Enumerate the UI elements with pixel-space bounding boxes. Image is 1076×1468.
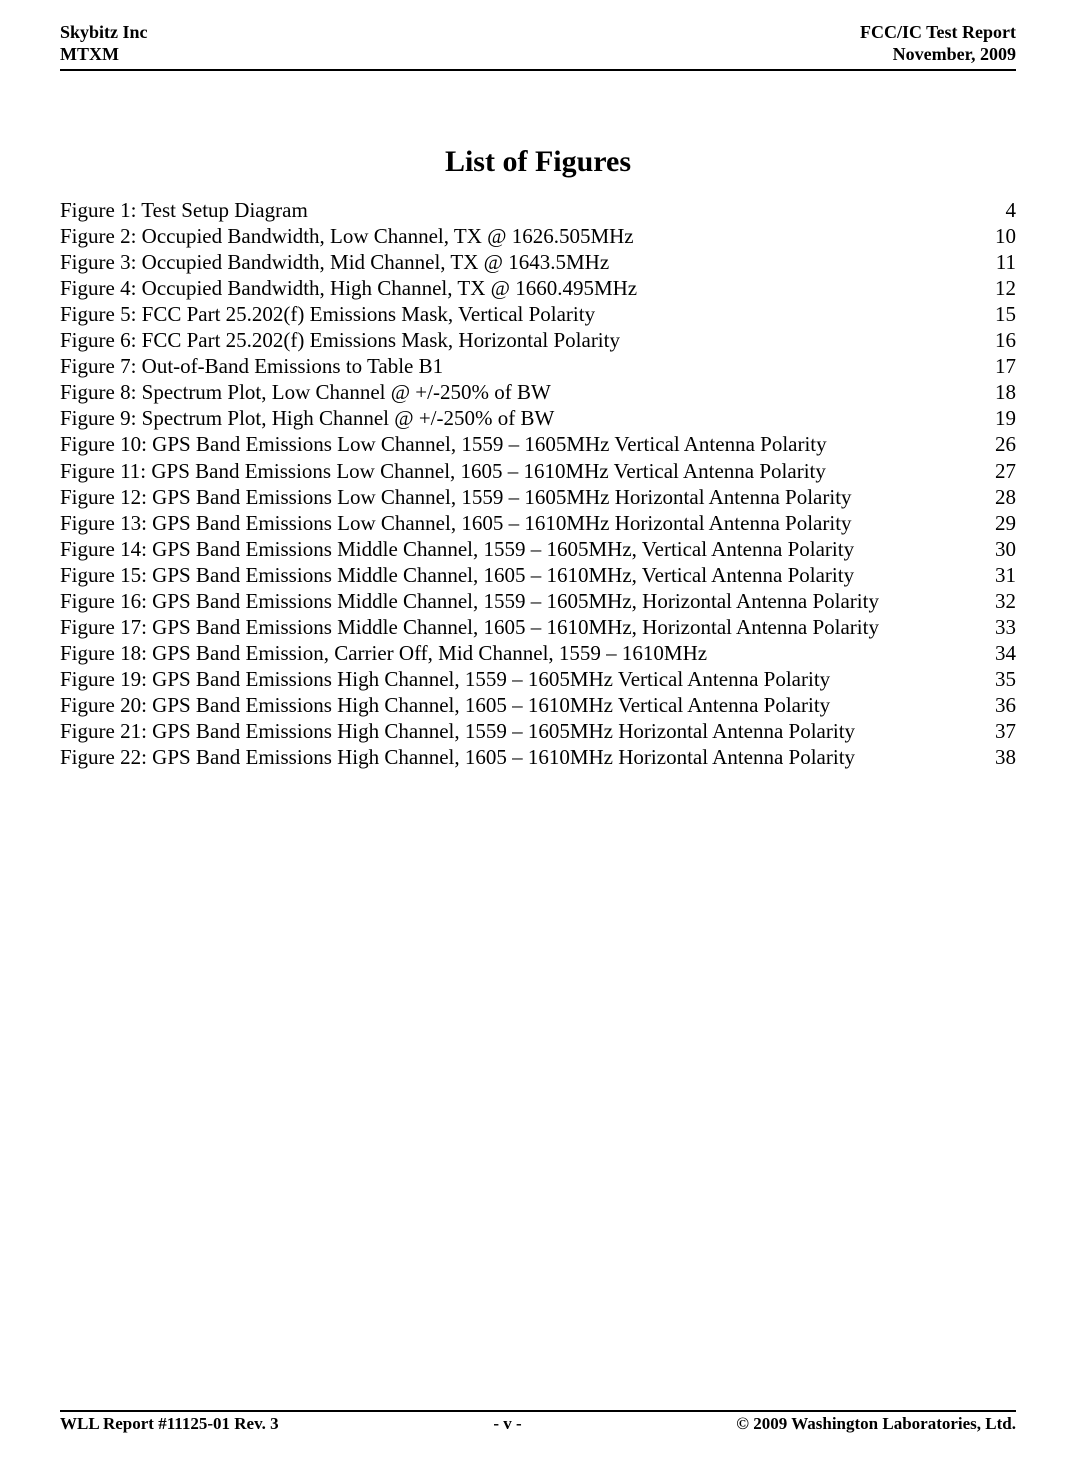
footer-rule bbox=[60, 1410, 1016, 1412]
figure-entry: Figure 22: GPS Band Emissions High Chann… bbox=[60, 744, 1016, 770]
figure-entry: Figure 4: Occupied Bandwidth, High Chann… bbox=[60, 275, 1016, 301]
figure-entry: Figure 8: Spectrum Plot, Low Channel @ +… bbox=[60, 379, 1016, 405]
figure-page-number: 37 bbox=[995, 718, 1016, 744]
list-of-figures: Figure 1: Test Setup Diagram 4 Figure 2: O… bbox=[60, 197, 1016, 770]
figure-entry: Figure 6: FCC Part 25.202(f) Emissions M… bbox=[60, 327, 1016, 353]
figure-page-number: 28 bbox=[995, 484, 1016, 510]
figure-page-number: 32 bbox=[995, 588, 1016, 614]
figure-label: Figure 21: GPS Band Emissions High Chann… bbox=[60, 718, 855, 744]
figure-label: Figure 9: Spectrum Plot, High Channel @ … bbox=[60, 405, 554, 431]
figure-page-number: 31 bbox=[995, 562, 1016, 588]
figure-entry: Figure 9: Spectrum Plot, High Channel @ … bbox=[60, 405, 1016, 431]
figure-page-number: 27 bbox=[995, 458, 1016, 484]
list-of-figures-title: List of Figures bbox=[60, 145, 1016, 179]
figure-page-number: 19 bbox=[995, 405, 1016, 431]
figure-entry: Figure 19: GPS Band Emissions High Chann… bbox=[60, 666, 1016, 692]
figure-page-number: 36 bbox=[995, 692, 1016, 718]
figure-label: Figure 13: GPS Band Emissions Low Channe… bbox=[60, 510, 852, 536]
figure-entry: Figure 16: GPS Band Emissions Middle Cha… bbox=[60, 588, 1016, 614]
figure-entry: Figure 14: GPS Band Emissions Middle Cha… bbox=[60, 536, 1016, 562]
figure-page-number: 4 bbox=[1006, 197, 1017, 223]
figure-page-number: 30 bbox=[995, 536, 1016, 562]
header-row-2: MTXM November, 2009 bbox=[60, 44, 1016, 66]
figure-entry: Figure 12: GPS Band Emissions Low Channe… bbox=[60, 484, 1016, 510]
figure-entry: Figure 20: GPS Band Emissions High Chann… bbox=[60, 692, 1016, 718]
figure-label: Figure 6: FCC Part 25.202(f) Emissions M… bbox=[60, 327, 620, 353]
figure-page-number: 26 bbox=[995, 431, 1016, 457]
header-date: November, 2009 bbox=[893, 44, 1016, 66]
figure-label: Figure 22: GPS Band Emissions High Chann… bbox=[60, 744, 855, 770]
footer-report-number: WLL Report #11125-01 Rev. 3 bbox=[60, 1414, 279, 1434]
figure-page-number: 34 bbox=[995, 640, 1016, 666]
figure-entry: Figure 13: GPS Band Emissions Low Channe… bbox=[60, 510, 1016, 536]
figure-entry: Figure 21: GPS Band Emissions High Chann… bbox=[60, 718, 1016, 744]
figure-page-number: 17 bbox=[995, 353, 1016, 379]
figure-page-number: 11 bbox=[996, 249, 1016, 275]
figure-label: Figure 19: GPS Band Emissions High Chann… bbox=[60, 666, 830, 692]
figure-label: Figure 17: GPS Band Emissions Middle Cha… bbox=[60, 614, 879, 640]
figure-page-number: 18 bbox=[995, 379, 1016, 405]
figure-entry: Figure 17: GPS Band Emissions Middle Cha… bbox=[60, 614, 1016, 640]
figure-page-number: 10 bbox=[995, 223, 1016, 249]
figure-page-number: 29 bbox=[995, 510, 1016, 536]
figure-label: Figure 5: FCC Part 25.202(f) Emissions M… bbox=[60, 301, 595, 327]
header-company: Skybitz Inc bbox=[60, 22, 148, 44]
figure-entry: Figure 1: Test Setup Diagram 4 bbox=[60, 197, 1016, 223]
figure-label: Figure 8: Spectrum Plot, Low Channel @ +… bbox=[60, 379, 551, 405]
figure-page-number: 12 bbox=[995, 275, 1016, 301]
figure-label: Figure 11: GPS Band Emissions Low Channe… bbox=[60, 458, 826, 484]
figure-label: Figure 10: GPS Band Emissions Low Channe… bbox=[60, 431, 827, 457]
figure-label: Figure 16: GPS Band Emissions Middle Cha… bbox=[60, 588, 879, 614]
figure-label: Figure 20: GPS Band Emissions High Chann… bbox=[60, 692, 830, 718]
figure-entry: Figure 11: GPS Band Emissions Low Channe… bbox=[60, 458, 1016, 484]
figure-page-number: 35 bbox=[995, 666, 1016, 692]
header-model: MTXM bbox=[60, 44, 119, 66]
figure-label: Figure 1: Test Setup Diagram bbox=[60, 197, 308, 223]
figure-label: Figure 18: GPS Band Emission, Carrier Of… bbox=[60, 640, 707, 666]
figure-entry: Figure 15: GPS Band Emissions Middle Cha… bbox=[60, 562, 1016, 588]
figure-label: Figure 7: Out-of-Band Emissions to Table… bbox=[60, 353, 443, 379]
figure-page-number: 38 bbox=[995, 744, 1016, 770]
figure-entry: Figure 2: Occupied Bandwidth, Low Channe… bbox=[60, 223, 1016, 249]
figure-entry: Figure 18: GPS Band Emission, Carrier Of… bbox=[60, 640, 1016, 666]
figure-label: Figure 14: GPS Band Emissions Middle Cha… bbox=[60, 536, 854, 562]
footer-page-number: - v - bbox=[493, 1414, 521, 1434]
figure-page-number: 33 bbox=[995, 614, 1016, 640]
figure-label: Figure 12: GPS Band Emissions Low Channe… bbox=[60, 484, 852, 510]
header-row-1: Skybitz Inc FCC/IC Test Report bbox=[60, 22, 1016, 44]
footer-copyright: © 2009 Washington Laboratories, Ltd. bbox=[736, 1414, 1016, 1434]
figure-entry: Figure 10: GPS Band Emissions Low Channe… bbox=[60, 431, 1016, 457]
figure-label: Figure 15: GPS Band Emissions Middle Cha… bbox=[60, 562, 854, 588]
figure-entry: Figure 7: Out-of-Band Emissions to Table… bbox=[60, 353, 1016, 379]
header-report-type: FCC/IC Test Report bbox=[860, 22, 1016, 44]
footer-row: WLL Report #11125-01 Rev. 3 - v - © 2009… bbox=[60, 1414, 1016, 1434]
page-header: Skybitz Inc FCC/IC Test Report MTXM Nove… bbox=[60, 22, 1016, 71]
figure-label: Figure 2: Occupied Bandwidth, Low Channe… bbox=[60, 223, 634, 249]
figure-label: Figure 4: Occupied Bandwidth, High Chann… bbox=[60, 275, 637, 301]
figure-label: Figure 3: Occupied Bandwidth, Mid Channe… bbox=[60, 249, 609, 275]
header-rule bbox=[60, 69, 1016, 71]
figure-page-number: 15 bbox=[995, 301, 1016, 327]
figure-entry: Figure 3: Occupied Bandwidth, Mid Channe… bbox=[60, 249, 1016, 275]
page-footer: WLL Report #11125-01 Rev. 3 - v - © 2009… bbox=[60, 1410, 1016, 1434]
document-page: Skybitz Inc FCC/IC Test Report MTXM Nove… bbox=[0, 0, 1076, 1468]
figure-page-number: 16 bbox=[995, 327, 1016, 353]
figure-entry: Figure 5: FCC Part 25.202(f) Emissions M… bbox=[60, 301, 1016, 327]
